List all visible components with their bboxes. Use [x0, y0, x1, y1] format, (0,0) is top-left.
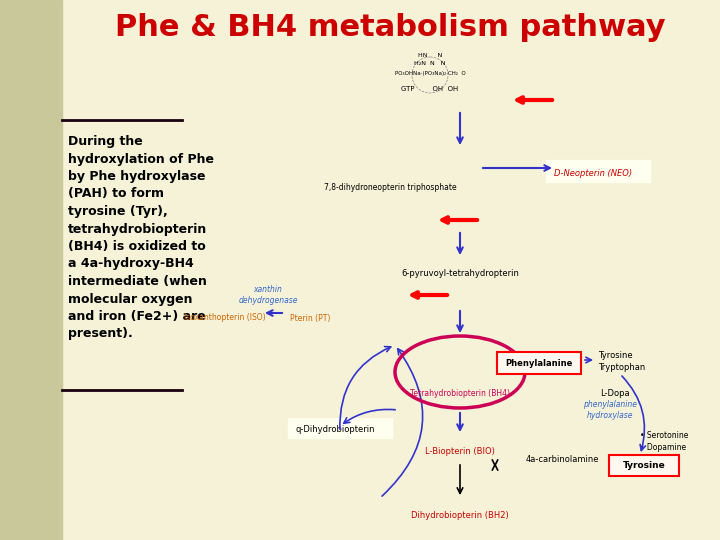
Text: Tyrosine: Tyrosine	[623, 462, 665, 470]
Text: Pterin (PT): Pterin (PT)	[290, 314, 330, 322]
Text: Phenylalanine: Phenylalanine	[505, 359, 572, 368]
Text: q-Dihydrobiopterin: q-Dihydrobiopterin	[295, 426, 374, 435]
Text: During the
hydroxylation of Phe
by Phe hydroxylase
(PAH) to form
tyrosine (Tyr),: During the hydroxylation of Phe by Phe h…	[68, 135, 214, 341]
Bar	[0, 0, 62, 540]
Text: H₂N  N   N: H₂N N N	[414, 61, 446, 66]
Text: PO₃OHNa·(PO₃Na)₂·CH₂  O: PO₃OHNa·(PO₃Na)₂·CH₂ O	[395, 71, 465, 76]
FancyBboxPatch shape	[497, 352, 581, 374]
Text: 4a-carbinolamine: 4a-carbinolamine	[526, 456, 599, 464]
Text: D-Neopterin (NEO): D-Neopterin (NEO)	[554, 170, 632, 179]
Text: Phe & BH4 metabolism pathway: Phe & BH4 metabolism pathway	[114, 12, 665, 42]
Text: HN     N: HN N	[418, 53, 442, 58]
Text: Dihydrobiopterin (BH2): Dihydrobiopterin (BH2)	[411, 511, 509, 521]
Text: 7,8-dihydroneopterin triphosphate: 7,8-dihydroneopterin triphosphate	[324, 184, 456, 192]
Text: • Serotonine: • Serotonine	[640, 430, 688, 440]
Text: phenylalanine
hydroxylase: phenylalanine hydroxylase	[583, 400, 637, 420]
Text: GTP        OH  OH: GTP OH OH	[401, 86, 459, 92]
FancyBboxPatch shape	[288, 418, 392, 438]
Text: xanthin
dehydrogenase: xanthin dehydrogenase	[238, 285, 298, 305]
Text: 6-pyruvoyl-tetrahydropterin: 6-pyruvoyl-tetrahydropterin	[401, 269, 519, 279]
Text: Tetrahydrobiopterin (BH4): Tetrahydrobiopterin (BH4)	[410, 389, 510, 399]
FancyBboxPatch shape	[609, 455, 679, 476]
Text: L-Dopa: L-Dopa	[600, 388, 629, 397]
Text: Isoxanthopterin (ISO): Isoxanthopterin (ISO)	[184, 314, 266, 322]
Text: • Dopamine: • Dopamine	[640, 442, 686, 451]
Text: L-Biopterin (BIO): L-Biopterin (BIO)	[425, 448, 495, 456]
Text: Tyrosine: Tyrosine	[598, 352, 633, 361]
FancyBboxPatch shape	[546, 160, 650, 182]
Text: Tryptophan: Tryptophan	[598, 363, 645, 373]
